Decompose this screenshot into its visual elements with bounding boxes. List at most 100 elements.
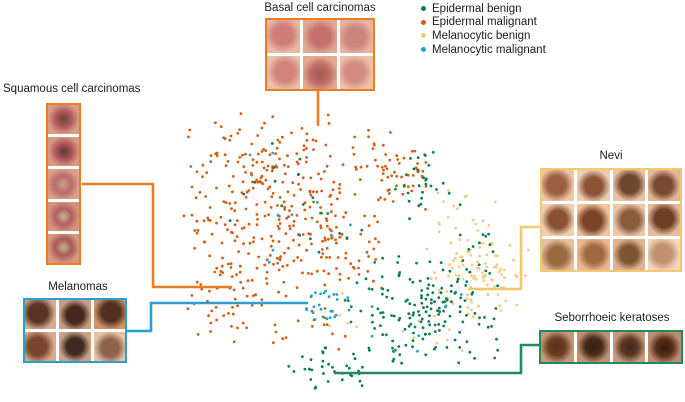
scatter-point xyxy=(424,161,428,164)
scatter-point xyxy=(338,272,342,276)
scatter-point xyxy=(263,200,267,204)
scatter-point xyxy=(373,214,376,218)
scatter-point xyxy=(290,131,293,135)
scatter-point xyxy=(229,262,233,266)
scatter-point xyxy=(241,321,245,325)
scatter-point xyxy=(433,300,436,304)
scatter-point xyxy=(223,137,227,141)
scatter-point xyxy=(320,365,324,368)
scatter-point xyxy=(481,233,485,237)
scatter-point xyxy=(288,224,291,228)
scatter-point xyxy=(215,266,219,270)
scatter-point xyxy=(310,242,313,246)
scatter-point xyxy=(466,238,469,242)
scatter-point xyxy=(407,324,411,328)
scatter-point xyxy=(251,164,255,167)
scatter-point xyxy=(314,291,317,295)
scatter-point xyxy=(435,341,439,345)
scatter-point xyxy=(326,224,329,228)
scatter-point xyxy=(461,263,465,267)
scatter-point xyxy=(457,361,461,365)
scatter-point xyxy=(350,374,354,378)
scatter-point xyxy=(260,174,264,178)
scatter-point xyxy=(222,200,226,204)
scatter-point xyxy=(231,231,234,235)
scatter-point xyxy=(324,346,328,350)
scatter-point xyxy=(401,330,405,333)
scatter-point xyxy=(215,154,219,158)
scatter-point xyxy=(367,287,371,291)
scatter-point xyxy=(326,113,330,117)
scatter-point xyxy=(255,178,259,182)
scatter-point xyxy=(345,236,349,240)
scatter-point xyxy=(275,256,279,260)
scatter-point xyxy=(381,143,385,147)
legend-item: Melanocytic malignant xyxy=(421,43,546,57)
scatter-point xyxy=(263,121,266,125)
scatter-point xyxy=(311,325,314,328)
scatter-point xyxy=(355,281,359,285)
scatter-point xyxy=(284,336,288,339)
scatter-point xyxy=(376,220,379,224)
scatter-point xyxy=(392,357,396,361)
scatter-point xyxy=(207,314,211,318)
scatter-point xyxy=(226,160,230,163)
scatter-point xyxy=(273,323,277,327)
scatter-point xyxy=(221,271,225,274)
scatter-point xyxy=(295,152,299,156)
scatter-point xyxy=(492,265,496,269)
scatter-point xyxy=(244,170,248,174)
scatter-point xyxy=(456,277,460,281)
scatter-point xyxy=(456,280,459,283)
scatter-point xyxy=(260,237,264,241)
scatter-point xyxy=(260,298,264,302)
scatter-point xyxy=(397,162,401,165)
scatter-point xyxy=(295,214,299,217)
scatter-point xyxy=(463,195,467,199)
scatter-point xyxy=(330,210,333,214)
scatter-point xyxy=(460,349,464,352)
thumbnail-box-squamous-cell-carcinomas xyxy=(46,103,81,265)
scatter-point xyxy=(269,234,273,238)
scatter-point xyxy=(413,325,417,329)
scatter-point xyxy=(276,213,280,217)
scatter-point xyxy=(409,322,413,326)
scatter-point xyxy=(419,202,423,206)
scatter-point xyxy=(336,256,340,259)
scatter-point xyxy=(439,291,443,295)
scatter-point xyxy=(331,365,334,369)
scatter-point xyxy=(199,283,203,286)
scatter-point xyxy=(515,275,519,278)
scatter-point xyxy=(387,192,391,195)
lesion-thumbnail xyxy=(48,233,79,263)
scatter-point xyxy=(360,228,364,232)
scatter-point xyxy=(431,291,435,294)
scatter-point xyxy=(436,309,439,312)
scatter-point xyxy=(301,355,304,358)
scatter-point xyxy=(347,366,351,370)
scatter-point xyxy=(331,188,335,192)
scatter-point xyxy=(244,152,247,156)
scatter-point xyxy=(301,176,305,180)
scatter-point xyxy=(373,260,377,264)
scatter-point xyxy=(263,263,267,267)
scatter-point xyxy=(347,276,350,280)
scatter-point xyxy=(307,367,311,371)
scatter-point xyxy=(250,278,254,282)
scatter-point xyxy=(245,326,249,330)
scatter-point xyxy=(359,309,363,313)
scatter-point xyxy=(353,193,357,196)
scatter-point xyxy=(370,305,374,308)
scatter-point xyxy=(457,265,461,269)
scatter-point xyxy=(474,277,478,281)
scatter-point xyxy=(409,157,412,160)
scatter-point xyxy=(244,207,248,211)
scatter-point xyxy=(248,241,252,245)
scatter-point xyxy=(324,143,328,147)
scatter-point xyxy=(187,135,190,139)
scatter-point xyxy=(408,217,411,221)
scatter-point xyxy=(441,268,445,272)
scatter-point xyxy=(424,297,428,301)
scatter-point xyxy=(465,280,469,283)
connector-nevi xyxy=(468,225,541,291)
